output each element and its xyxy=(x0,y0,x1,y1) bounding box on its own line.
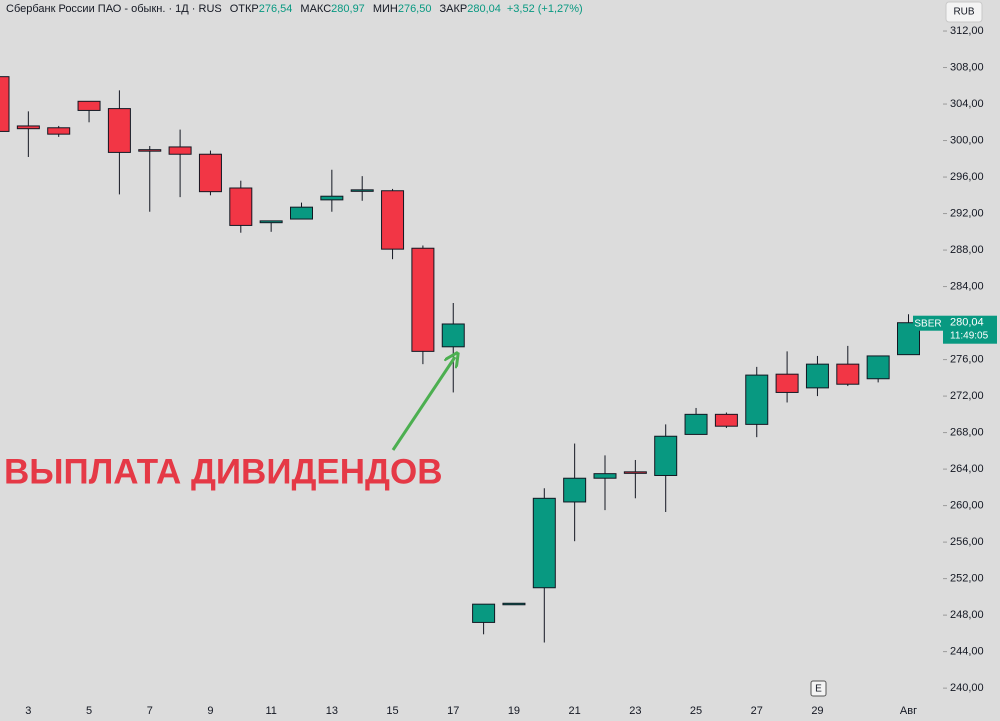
y-tick-label: 252,00 xyxy=(950,573,984,585)
x-tick-label: 19 xyxy=(508,705,520,717)
price-tag-label: 280,04 xyxy=(950,317,984,329)
x-tick-label: 7 xyxy=(147,705,153,717)
x-tick-label: 25 xyxy=(690,705,702,717)
symbol-tag xyxy=(913,315,943,331)
candle-body xyxy=(259,220,283,224)
y-tick-label: 248,00 xyxy=(950,609,984,621)
x-tick-label: 21 xyxy=(569,705,581,717)
candle-body xyxy=(47,127,71,135)
x-tick-label: 27 xyxy=(751,705,763,717)
currency[interactable]: RUB xyxy=(953,7,974,18)
y-tick-label: 292,00 xyxy=(950,207,984,219)
x-tick-label: 15 xyxy=(386,705,398,717)
annotation-arrow xyxy=(391,357,455,451)
candle-body xyxy=(775,373,799,393)
events-button[interactable] xyxy=(810,680,827,697)
y-tick-label: 308,00 xyxy=(950,61,984,73)
y-tick-label: 300,00 xyxy=(950,134,984,146)
candle-body xyxy=(532,497,556,589)
candle-body xyxy=(77,100,101,111)
events-label[interactable]: E xyxy=(815,684,822,695)
candle-body xyxy=(563,477,587,503)
y-tick-label: 240,00 xyxy=(950,682,984,694)
x-tick-label: 17 xyxy=(447,705,459,717)
candle-body xyxy=(472,603,496,623)
ohlc-label: ОТКР xyxy=(230,3,259,15)
ohlc-label: ЗАКР xyxy=(439,3,467,15)
y-tick-label: 244,00 xyxy=(950,646,984,658)
candle-body xyxy=(805,363,829,389)
countdown: 11:49:05 xyxy=(950,330,989,341)
y-tick-label: 264,00 xyxy=(950,463,984,475)
ohlc-value: 276,54 xyxy=(259,3,293,15)
candle-body xyxy=(745,374,769,425)
candle-body xyxy=(16,125,40,130)
y-tick-label: 284,00 xyxy=(950,280,984,292)
candle-body xyxy=(381,190,405,250)
ohlc-value: 280,04 xyxy=(467,3,501,15)
ohlc-value: 276,50 xyxy=(398,3,432,15)
candle-body xyxy=(502,602,526,606)
candle-body xyxy=(593,473,617,479)
y-tick-label: 304,00 xyxy=(950,98,984,110)
header: Сбербанк России ПАО - обыкн. · 1Д · RUS О… xyxy=(6,3,583,15)
candle-body xyxy=(138,149,162,152)
annotation: ВЫПЛАТА ДИВИДЕНДОВ xyxy=(4,452,442,491)
x-tick-label: 5 xyxy=(86,705,92,717)
y-tick-label: 276,00 xyxy=(950,353,984,365)
x-tick-label: Авг xyxy=(900,705,917,717)
ohlc-label: МИН xyxy=(373,3,398,15)
candle-body xyxy=(684,413,708,435)
symbol-line: Сбербанк России ПАО - обыкн. · 1Д · RUS xyxy=(6,3,222,15)
candle-body xyxy=(320,195,344,201)
currency-button[interactable] xyxy=(945,1,983,23)
x-tick-label: 3 xyxy=(25,705,31,717)
change: +3,52 (+1,27%) xyxy=(507,3,583,15)
candle-body xyxy=(441,323,465,348)
y-tick-label: 256,00 xyxy=(950,536,984,548)
y-tick-label: 288,00 xyxy=(950,244,984,256)
y-tick-label: 260,00 xyxy=(950,500,984,512)
candle-body xyxy=(654,435,678,476)
x-tick-label: 23 xyxy=(629,705,641,717)
candle-body xyxy=(836,363,860,385)
x-tick-label: 11 xyxy=(265,705,276,717)
x-tick-label: 29 xyxy=(811,705,823,717)
candle-body xyxy=(623,471,647,474)
candle-body xyxy=(411,247,435,352)
candle-body xyxy=(107,108,131,153)
candle-body xyxy=(714,413,738,427)
x-tick-label: 13 xyxy=(326,705,338,717)
symbol-label: SBER xyxy=(914,318,941,329)
x-tick-label: 9 xyxy=(207,705,213,717)
y-tick-label: 296,00 xyxy=(950,171,984,183)
candle-body xyxy=(198,153,222,193)
ohlc-label: МАКС xyxy=(300,3,331,15)
candle-body xyxy=(0,76,10,132)
candle-body xyxy=(229,187,253,226)
y-tick-label: 272,00 xyxy=(950,390,984,402)
candle-body xyxy=(290,206,313,220)
candle-body xyxy=(866,355,890,380)
y-tick-label: 268,00 xyxy=(950,427,984,439)
candle-body xyxy=(350,189,374,192)
price-tag xyxy=(943,315,997,344)
candle-body xyxy=(168,146,192,155)
plot-area xyxy=(0,76,920,643)
ohlc-value: 280,97 xyxy=(331,3,365,15)
y-tick-label: 312,00 xyxy=(950,25,984,37)
